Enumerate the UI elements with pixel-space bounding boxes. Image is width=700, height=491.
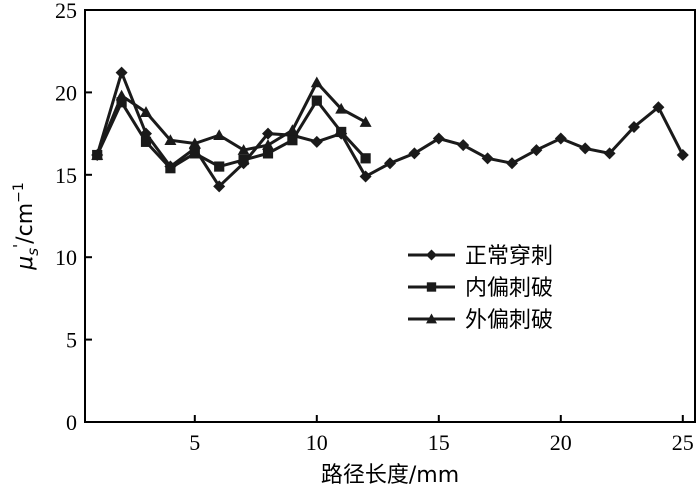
axes — [84, 9, 696, 423]
diamond-marker — [426, 249, 437, 261]
series-1 — [91, 66, 689, 193]
x-tick-label: 5 — [189, 430, 200, 455]
triangle-marker — [286, 124, 299, 136]
plot-frame — [84, 9, 696, 423]
x-tick-label: 15 — [428, 430, 450, 455]
square-marker — [336, 126, 347, 138]
square-marker — [116, 97, 127, 108]
legend-label: 正常穿刺 — [465, 244, 553, 269]
y-axis-label: μs'/cm−1 — [10, 182, 42, 271]
diamond-marker — [457, 139, 470, 152]
legend-label: 内偏刺破 — [465, 276, 553, 301]
diamond-marker — [579, 142, 592, 155]
triangle-marker — [213, 129, 226, 141]
series-line — [95, 79, 367, 156]
triangle-marker — [115, 89, 128, 101]
y-axis-label-sub: s — [24, 248, 42, 256]
series-3 — [91, 76, 372, 160]
square-marker — [287, 135, 298, 146]
square-marker — [189, 148, 200, 159]
diamond-marker — [628, 121, 640, 134]
diamond-marker — [213, 180, 226, 193]
diamond-marker — [359, 170, 372, 183]
triangle-marker — [359, 116, 372, 127]
x-axis-label: 路径长度/mm — [321, 463, 459, 488]
triangle-marker — [188, 137, 201, 149]
x-ticks: 5 10 15 20 25 — [189, 415, 694, 455]
x-tick-label: 10 — [306, 430, 328, 455]
y-axis-label-exp: −1 — [11, 182, 27, 203]
y-tick-label: 5 — [66, 328, 77, 353]
diamond-marker — [652, 101, 665, 114]
y-axis-label-mu: μ — [13, 256, 38, 271]
legend-item-3: 外偏刺破 — [408, 308, 553, 333]
triangle-marker — [310, 76, 323, 88]
triangle-marker — [237, 144, 250, 155]
x-tick-label: 25 — [672, 430, 694, 455]
y-axis-label-prime: ' — [10, 244, 28, 248]
series-2 — [92, 95, 371, 174]
square-marker — [426, 282, 437, 292]
diamond-marker — [481, 152, 494, 165]
diamond-marker — [676, 149, 689, 162]
legend-item-2: 内偏刺破 — [408, 276, 553, 301]
diamond-marker — [603, 147, 616, 160]
triangle-marker — [164, 134, 177, 145]
y-tick-label: 10 — [55, 245, 77, 270]
triangle-marker — [140, 106, 152, 117]
legend-item-1: 正常穿刺 — [408, 244, 553, 269]
y-axis-label-unit: /cm — [13, 203, 38, 244]
y-tick-label: 20 — [55, 80, 77, 105]
triangle-marker — [335, 102, 348, 114]
y-tick-label: 0 — [66, 410, 77, 435]
series-line — [95, 68, 685, 189]
diamond-marker — [432, 132, 445, 145]
triangle-marker — [426, 313, 437, 324]
diamond-marker — [384, 157, 396, 170]
diamond-marker — [506, 157, 518, 170]
triangle-marker — [91, 149, 104, 160]
diamond-marker — [262, 127, 274, 140]
y-ticks: 0 5 10 15 20 25 — [55, 0, 92, 435]
square-marker — [360, 153, 371, 164]
square-marker — [140, 136, 152, 147]
legend-label: 外偏刺破 — [465, 308, 553, 333]
square-marker — [311, 95, 322, 106]
diamond-marker — [115, 66, 128, 79]
square-marker — [165, 163, 176, 174]
triangle-marker — [262, 139, 274, 150]
diamond-marker — [408, 147, 421, 160]
series-line — [95, 98, 367, 171]
series-group — [91, 66, 689, 193]
square-marker — [214, 161, 225, 172]
y-tick-label: 25 — [55, 0, 77, 23]
square-marker — [238, 154, 249, 166]
diamond-marker — [554, 132, 567, 145]
x-tick-label: 20 — [550, 430, 572, 455]
y-tick-label: 15 — [55, 163, 77, 188]
square-marker — [262, 148, 274, 159]
diamond-marker — [310, 135, 323, 148]
diamond-marker — [530, 144, 543, 157]
